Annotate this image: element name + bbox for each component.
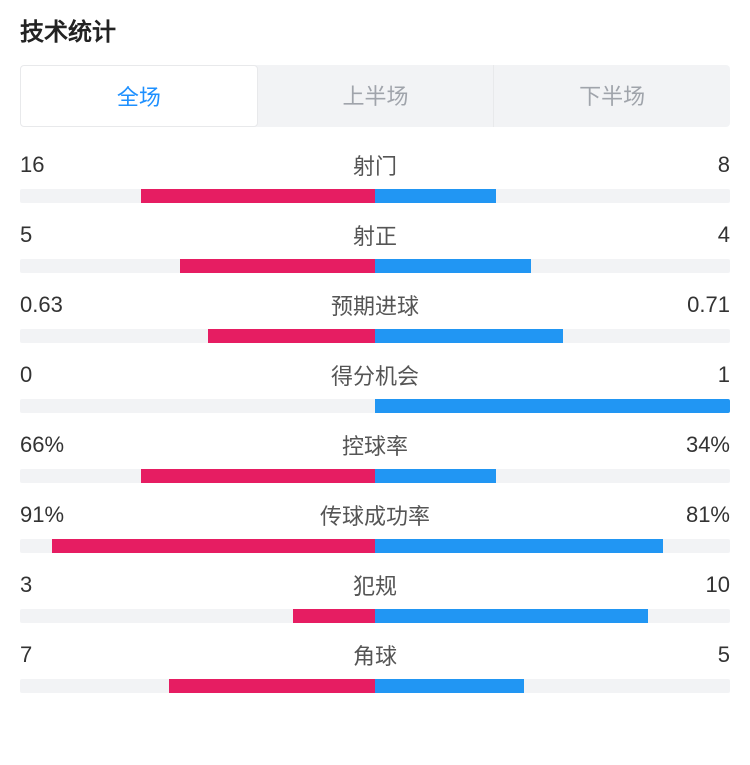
stat-bar-track — [20, 539, 730, 553]
stat-row: 3犯规10 — [20, 569, 730, 623]
stat-name: 得分机会 — [80, 359, 670, 391]
stat-name: 角球 — [80, 639, 670, 671]
stat-left-value: 0 — [20, 362, 80, 388]
stat-row: 66%控球率34% — [20, 429, 730, 483]
period-tabs: 全场上半场下半场 — [20, 65, 730, 127]
stat-right-value: 1 — [670, 362, 730, 388]
stat-bar-left — [141, 189, 375, 203]
stat-name: 射门 — [80, 149, 670, 181]
stat-bar-track — [20, 189, 730, 203]
stat-row: 0.63预期进球0.71 — [20, 289, 730, 343]
stat-name: 射正 — [80, 219, 670, 251]
stat-row: 7角球5 — [20, 639, 730, 693]
stat-bar-right — [375, 469, 496, 483]
stat-bar-left — [169, 679, 375, 693]
stat-right-value: 81% — [670, 502, 730, 528]
stat-bar-left — [293, 609, 375, 623]
stat-bar-right — [375, 329, 563, 343]
stat-left-value: 7 — [20, 642, 80, 668]
stat-bar-right — [375, 189, 496, 203]
stat-right-value: 8 — [670, 152, 730, 178]
stat-bar-track — [20, 259, 730, 273]
stat-row: 5射正4 — [20, 219, 730, 273]
stat-bar-left — [208, 329, 375, 343]
stat-left-value: 91% — [20, 502, 80, 528]
stat-row: 16射门8 — [20, 149, 730, 203]
stat-row: 91%传球成功率81% — [20, 499, 730, 553]
stat-bar-track — [20, 399, 730, 413]
stat-name: 控球率 — [80, 429, 670, 461]
stat-row: 0得分机会1 — [20, 359, 730, 413]
tab-2[interactable]: 下半场 — [494, 65, 730, 127]
stats-list: 16射门85射正40.63预期进球0.710得分机会166%控球率34%91%传… — [20, 149, 730, 693]
stat-left-value: 16 — [20, 152, 80, 178]
stat-bar-left — [180, 259, 375, 273]
stat-bar-track — [20, 679, 730, 693]
tab-0[interactable]: 全场 — [20, 65, 258, 127]
stat-right-value: 34% — [670, 432, 730, 458]
stat-left-value: 0.63 — [20, 292, 80, 318]
stat-name: 预期进球 — [80, 289, 670, 321]
stat-bar-track — [20, 329, 730, 343]
stat-left-value: 5 — [20, 222, 80, 248]
stat-right-value: 4 — [670, 222, 730, 248]
stat-bar-right — [375, 259, 531, 273]
stat-bar-track — [20, 609, 730, 623]
stat-right-value: 0.71 — [670, 292, 730, 318]
stat-bar-track — [20, 469, 730, 483]
stat-bar-left — [141, 469, 375, 483]
stat-bar-right — [375, 539, 663, 553]
stat-left-value: 3 — [20, 572, 80, 598]
stat-bar-right — [375, 679, 524, 693]
section-title: 技术统计 — [20, 12, 730, 47]
stat-name: 传球成功率 — [80, 499, 670, 531]
stat-left-value: 66% — [20, 432, 80, 458]
stat-right-value: 5 — [670, 642, 730, 668]
tab-1[interactable]: 上半场 — [258, 65, 495, 127]
stat-bar-right — [375, 399, 730, 413]
stat-bar-left — [52, 539, 375, 553]
stat-name: 犯规 — [80, 569, 670, 601]
stat-right-value: 10 — [670, 572, 730, 598]
stat-bar-right — [375, 609, 648, 623]
